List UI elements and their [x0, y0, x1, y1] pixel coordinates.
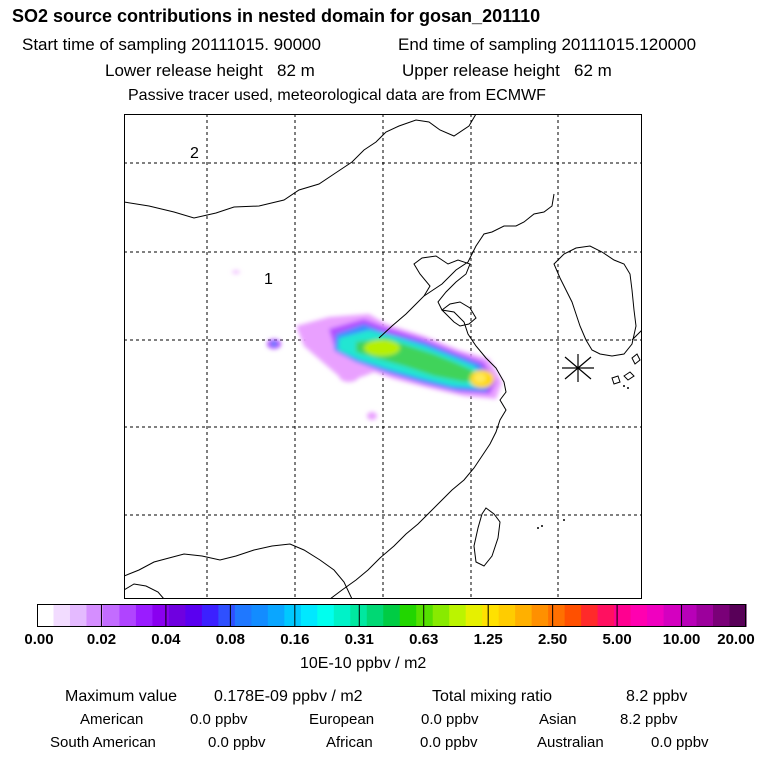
colorbar-swatch: [432, 604, 450, 627]
colorbar-swatch: [729, 604, 747, 627]
japan-west: [631, 329, 642, 341]
colorbar-swatch: [383, 604, 401, 627]
max-value-label: Maximum value: [65, 688, 178, 705]
colorbar-swatch: [251, 604, 269, 627]
colorbar-swatch: [333, 604, 351, 627]
region-value: 8.2 ppbv: [620, 711, 678, 728]
colorbar-tick-label: 10.00: [662, 631, 701, 648]
colorbar-swatch: [135, 604, 154, 627]
colorbar-swatch: [416, 604, 434, 627]
colorbar-tick-label: 2.50: [538, 631, 568, 648]
colorbar-swatch: [300, 604, 318, 627]
region-label-1: 1: [264, 271, 273, 288]
colorbar-swatch: [680, 604, 698, 627]
colorbar-swatch: [647, 604, 665, 627]
region-name: South American: [50, 734, 156, 751]
colorbar: [37, 604, 747, 627]
colorbar-swatch: [37, 604, 55, 627]
taiwan-island: [473, 507, 501, 567]
total-mixing-label: Total mixing ratio: [432, 688, 553, 705]
colorbar-swatch: [201, 604, 219, 627]
region-name: African: [326, 734, 373, 751]
map-panel: [124, 114, 642, 599]
colorbar-swatch: [515, 604, 533, 627]
colorbar-tick-label: 0.63: [409, 631, 439, 648]
colorbar-swatch: [234, 604, 252, 627]
coastlines-and-borders: [124, 114, 642, 599]
colorbar-swatch: [284, 604, 302, 627]
region-value: 0.0 ppbv: [421, 711, 479, 728]
bohai-coast: [329, 255, 507, 599]
colorbar-swatch: [53, 604, 71, 627]
mongolia-border: [124, 114, 477, 219]
colorbar-swatch: [69, 604, 88, 627]
colorbar-tick-label: 0.04: [151, 631, 181, 648]
colorbar-swatch: [168, 604, 186, 627]
region-name: American: [80, 711, 144, 728]
asterisk-icon: [562, 354, 594, 382]
start-time-label: Start time of sampling 20111015. 90000: [22, 35, 321, 54]
colorbar-swatch: [564, 604, 582, 627]
colorbar-tick-label: 1.25: [473, 631, 503, 648]
colorbar-swatch: [86, 604, 104, 627]
colorbar-tick-label: 0.31: [344, 631, 374, 648]
colorbar-swatch: [663, 604, 681, 627]
colorbar-swatch: [548, 604, 566, 627]
colorbar-swatch: [119, 604, 137, 627]
china-korea-border: [423, 193, 555, 297]
colorbar-swatch: [185, 604, 203, 627]
region-name: Asian: [539, 711, 577, 728]
colorbar-swatch: [449, 604, 467, 627]
colorbar-swatch: [366, 604, 384, 627]
colorbar-swatch: [218, 604, 236, 627]
concentration-plume: [232, 270, 502, 420]
colorbar-tick-label: 0.16: [280, 631, 310, 648]
colorbar-swatch: [597, 604, 615, 627]
colorbar-tick-label: 0.08: [215, 631, 245, 648]
plume-small-spot: [367, 412, 377, 420]
shandong-peninsula: [441, 301, 477, 327]
colorbar-swatch: [267, 604, 285, 627]
region-name: European: [309, 711, 375, 728]
region-value: 0.0 ppbv: [190, 711, 248, 728]
colorbar-swatch: [630, 604, 648, 627]
region-value: 0.0 ppbv: [651, 734, 709, 751]
region-value: 0.0 ppbv: [420, 734, 478, 751]
colorbar-tick-label: 0.02: [86, 631, 117, 648]
colorbar-swatch: [102, 604, 121, 627]
figure-title: SO2 source contributions in nested domai…: [12, 6, 541, 26]
colorbar-swatch: [581, 604, 599, 627]
colorbar-tick-label: 20.00: [717, 631, 755, 648]
plume-lime: [364, 340, 400, 356]
total-mixing-value: 8.2 ppbv: [626, 688, 688, 705]
colorbar-swatch: [713, 604, 731, 627]
colorbar-swatch: [399, 604, 417, 627]
small-islands: [537, 385, 629, 529]
colorbar-swatch: [482, 604, 500, 627]
colorbar-unit: 10E-10 ppbv / m2: [300, 655, 427, 672]
south-coast: [124, 543, 353, 599]
tracer-note: Passive tracer used, meteorological data…: [128, 87, 546, 104]
colorbar-swatch: [696, 604, 714, 627]
colorbar-swatch: [465, 604, 483, 627]
colorbar-swatch: [614, 604, 632, 627]
region-value: 0.0 ppbv: [208, 734, 266, 751]
colorbar-tick-label: 0.00: [24, 631, 54, 648]
region-name: Australian: [537, 734, 604, 751]
colorbar-swatch: [531, 604, 549, 627]
colorbar-swatch: [498, 604, 516, 627]
colorbar-swatch: [152, 604, 170, 627]
region-label-2: 2: [190, 145, 199, 162]
korea-peninsula: [553, 245, 637, 357]
end-time-label: End time of sampling 20111015.120000: [398, 35, 697, 54]
lower-height-label: Lower release height 82 m: [105, 61, 315, 80]
hainan-coast: [124, 583, 165, 599]
max-value: 0.178E-09 ppbv / m2: [214, 688, 363, 705]
colorbar-tick-label: 5.00: [602, 631, 632, 648]
upper-height-label: Upper release height 62 m: [402, 61, 612, 80]
colorbar-swatch: [317, 604, 335, 627]
